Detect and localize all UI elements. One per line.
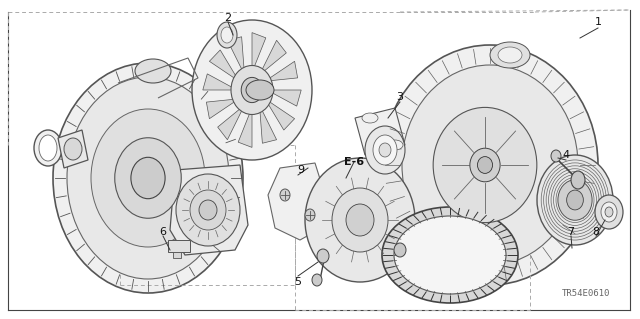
Text: 4: 4 [563, 150, 570, 160]
Ellipse shape [387, 140, 403, 150]
Ellipse shape [317, 249, 329, 263]
Ellipse shape [305, 209, 315, 221]
Polygon shape [265, 61, 298, 81]
Ellipse shape [394, 216, 506, 294]
Polygon shape [238, 108, 252, 147]
Ellipse shape [332, 188, 388, 252]
Ellipse shape [490, 42, 530, 68]
Ellipse shape [382, 207, 518, 303]
Ellipse shape [365, 126, 405, 174]
Ellipse shape [571, 171, 585, 189]
Polygon shape [206, 99, 239, 119]
Polygon shape [265, 99, 294, 130]
Ellipse shape [135, 59, 171, 83]
Text: 2: 2 [225, 13, 232, 23]
Ellipse shape [382, 45, 598, 285]
Bar [173, 252, 181, 258]
Ellipse shape [64, 138, 82, 160]
Ellipse shape [373, 135, 397, 165]
Ellipse shape [217, 22, 237, 48]
Ellipse shape [477, 157, 493, 174]
Ellipse shape [379, 143, 391, 157]
Text: 3: 3 [397, 92, 403, 102]
Bar [168, 240, 190, 252]
Ellipse shape [231, 65, 273, 115]
Ellipse shape [305, 158, 415, 282]
Ellipse shape [190, 190, 226, 230]
Polygon shape [259, 105, 276, 143]
Ellipse shape [34, 130, 62, 166]
Text: 7: 7 [568, 227, 575, 237]
Ellipse shape [433, 108, 537, 223]
Text: 8: 8 [593, 227, 600, 237]
Ellipse shape [67, 77, 229, 279]
Ellipse shape [601, 202, 617, 222]
Text: 5: 5 [294, 277, 301, 287]
Ellipse shape [39, 135, 57, 161]
Polygon shape [355, 108, 405, 155]
Ellipse shape [246, 80, 274, 100]
Polygon shape [259, 40, 286, 75]
Ellipse shape [115, 138, 181, 218]
Ellipse shape [131, 157, 165, 199]
Polygon shape [203, 74, 237, 90]
Ellipse shape [53, 63, 243, 293]
Polygon shape [170, 165, 248, 255]
Text: 6: 6 [159, 227, 166, 237]
Text: 1: 1 [595, 17, 602, 27]
Polygon shape [218, 105, 244, 140]
Polygon shape [227, 37, 244, 75]
Ellipse shape [394, 243, 406, 257]
Ellipse shape [498, 47, 522, 63]
Ellipse shape [470, 148, 500, 182]
Ellipse shape [199, 200, 217, 220]
Ellipse shape [241, 78, 263, 103]
Text: 9: 9 [298, 165, 305, 175]
Ellipse shape [176, 174, 240, 246]
Text: E-6: E-6 [344, 157, 364, 167]
Polygon shape [268, 163, 325, 240]
Ellipse shape [551, 150, 561, 162]
Ellipse shape [346, 204, 374, 236]
Ellipse shape [537, 155, 613, 245]
Polygon shape [267, 90, 301, 106]
Ellipse shape [312, 274, 322, 286]
Ellipse shape [91, 109, 205, 247]
Ellipse shape [192, 20, 312, 160]
Ellipse shape [558, 180, 592, 220]
Text: TR54E0610: TR54E0610 [562, 289, 610, 298]
Polygon shape [209, 50, 239, 81]
Ellipse shape [605, 207, 613, 217]
Ellipse shape [402, 65, 578, 265]
Ellipse shape [595, 195, 623, 229]
Ellipse shape [280, 189, 290, 201]
Polygon shape [252, 33, 266, 72]
Polygon shape [58, 130, 88, 168]
Ellipse shape [362, 113, 378, 123]
Ellipse shape [221, 27, 233, 43]
Ellipse shape [566, 190, 584, 210]
